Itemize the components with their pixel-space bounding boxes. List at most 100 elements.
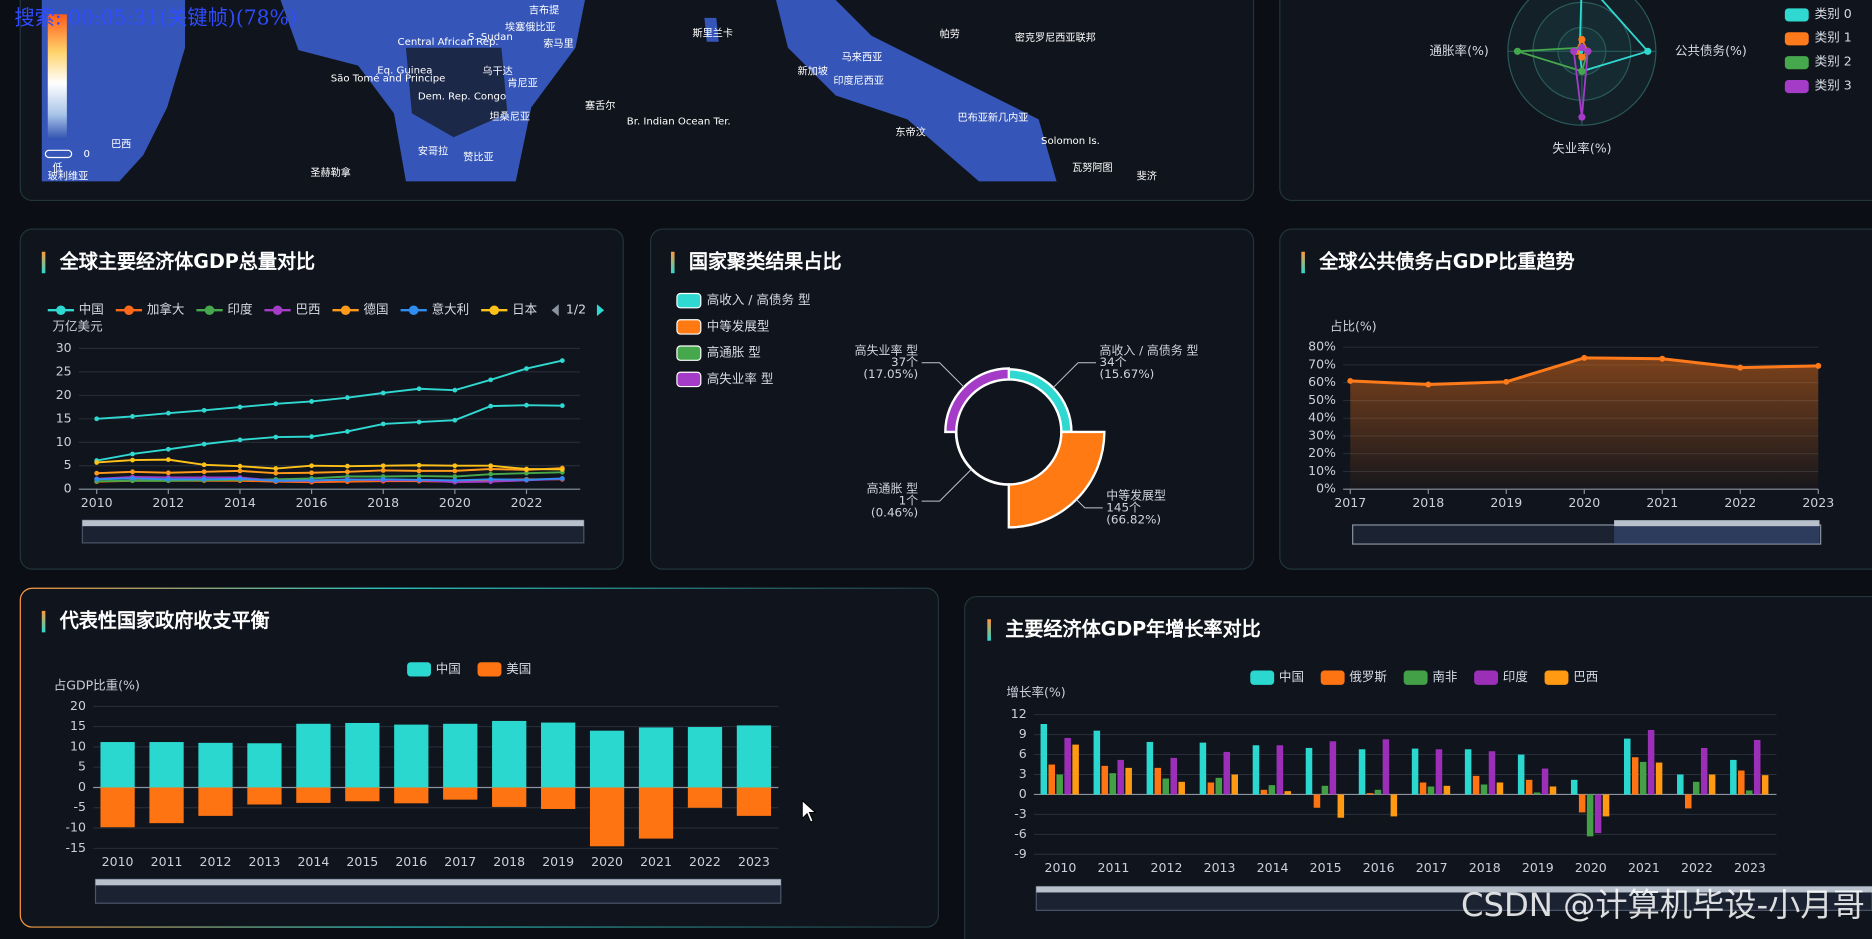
land xyxy=(41,0,186,182)
x-tick-label: 2011 xyxy=(151,854,183,869)
map-label: 东帝汶 xyxy=(895,125,925,138)
radar-point xyxy=(1578,113,1586,121)
map-label: 索马里 xyxy=(543,37,573,50)
point xyxy=(94,460,100,465)
point xyxy=(416,419,422,425)
slice-label: 高收入 / 高债务 型 xyxy=(1100,343,1199,357)
point xyxy=(201,469,207,475)
slice-percent: (15.67%) xyxy=(1100,367,1155,381)
point xyxy=(524,477,529,483)
point xyxy=(130,414,135,419)
bar xyxy=(1700,747,1708,795)
bar xyxy=(1178,781,1185,795)
bar xyxy=(198,742,233,788)
bar xyxy=(1329,741,1337,795)
map-label: 斐济 xyxy=(1137,170,1157,183)
point xyxy=(309,470,314,476)
point xyxy=(380,468,386,473)
point xyxy=(452,417,458,423)
bar xyxy=(1464,749,1472,795)
slice-value: 1个 xyxy=(899,494,919,508)
point xyxy=(380,421,386,427)
x-tick-label: 2012 xyxy=(200,854,232,869)
bar xyxy=(1594,794,1602,834)
y-tick-label: 10% xyxy=(1308,463,1336,478)
bar xyxy=(296,723,331,788)
x-tick-label: 2017 xyxy=(1334,495,1366,510)
legend-label: 类别 1 xyxy=(1815,30,1852,45)
bar xyxy=(1072,744,1079,795)
bar xyxy=(1109,773,1117,795)
bar xyxy=(1146,741,1154,795)
y-tick-label: 70% xyxy=(1308,356,1336,371)
slice-label: 高通胀 型 xyxy=(867,482,919,496)
bar xyxy=(1337,794,1345,818)
bar xyxy=(1093,730,1101,795)
point xyxy=(488,466,494,472)
point xyxy=(452,463,458,469)
bar xyxy=(100,742,135,788)
legend-label: 巴西 xyxy=(295,302,320,317)
legend-swatch xyxy=(477,662,502,677)
map-label: 印度尼西亚 xyxy=(833,74,884,87)
point xyxy=(380,476,386,482)
map-label: S. Sudan xyxy=(468,32,513,43)
x-tick-label: 2023 xyxy=(738,854,770,869)
y-tick-label: 15 xyxy=(70,718,86,733)
point xyxy=(165,457,171,463)
bar xyxy=(1207,782,1215,795)
y-tick-label: 0 xyxy=(64,481,72,496)
label-line xyxy=(1076,499,1103,509)
point xyxy=(380,390,386,396)
point xyxy=(380,463,386,469)
x-tick-label: 2015 xyxy=(346,854,378,869)
bar xyxy=(1708,774,1716,795)
point xyxy=(237,404,243,410)
map-label: 马来西亚 xyxy=(842,51,883,63)
slice-value: 145个 xyxy=(1106,500,1141,514)
point xyxy=(345,469,350,475)
point xyxy=(1503,378,1510,385)
x-tick-label: 2022 xyxy=(1681,860,1713,875)
bar xyxy=(1305,747,1313,795)
point xyxy=(165,446,171,452)
legend-dot xyxy=(204,305,215,315)
bar xyxy=(1064,737,1071,795)
legend-label: 中国 xyxy=(79,302,104,317)
legend-dot xyxy=(340,305,351,315)
x-tick-label: 2021 xyxy=(640,854,672,869)
x-tick-label: 2022 xyxy=(511,495,543,510)
point xyxy=(488,463,494,469)
point xyxy=(237,437,243,443)
bar xyxy=(1048,764,1056,795)
bar xyxy=(1525,779,1533,795)
bar xyxy=(1101,765,1109,795)
y-tick-label: 60% xyxy=(1308,374,1336,389)
map-label: 帕劳 xyxy=(940,28,960,41)
point xyxy=(524,402,529,408)
bar xyxy=(1549,786,1557,795)
legend-label: 俄罗斯 xyxy=(1349,669,1387,684)
map-label: 乌干达 xyxy=(482,65,512,78)
bar xyxy=(198,787,233,816)
y-axis-label: 万亿美元 xyxy=(53,318,103,333)
x-tick-label: 2010 xyxy=(1044,860,1076,875)
point xyxy=(559,358,565,363)
x-tick-label: 2018 xyxy=(493,854,525,869)
point xyxy=(524,466,529,472)
x-tick-label: 2016 xyxy=(395,854,427,869)
map-label: 安哥拉 xyxy=(418,145,448,158)
bar xyxy=(1313,794,1321,808)
point xyxy=(201,462,207,468)
point xyxy=(130,469,135,475)
point xyxy=(309,477,314,483)
x-tick-label: 2022 xyxy=(1724,495,1756,510)
bar xyxy=(1677,774,1684,795)
bar xyxy=(1374,789,1382,795)
x-tick-label: 2021 xyxy=(1646,495,1678,510)
slice-percent: (17.05%) xyxy=(863,367,918,381)
x-tick-label: 2019 xyxy=(1522,860,1554,875)
y-tick-label: 0 xyxy=(1019,786,1027,801)
bar xyxy=(1578,794,1586,813)
line xyxy=(96,458,563,471)
